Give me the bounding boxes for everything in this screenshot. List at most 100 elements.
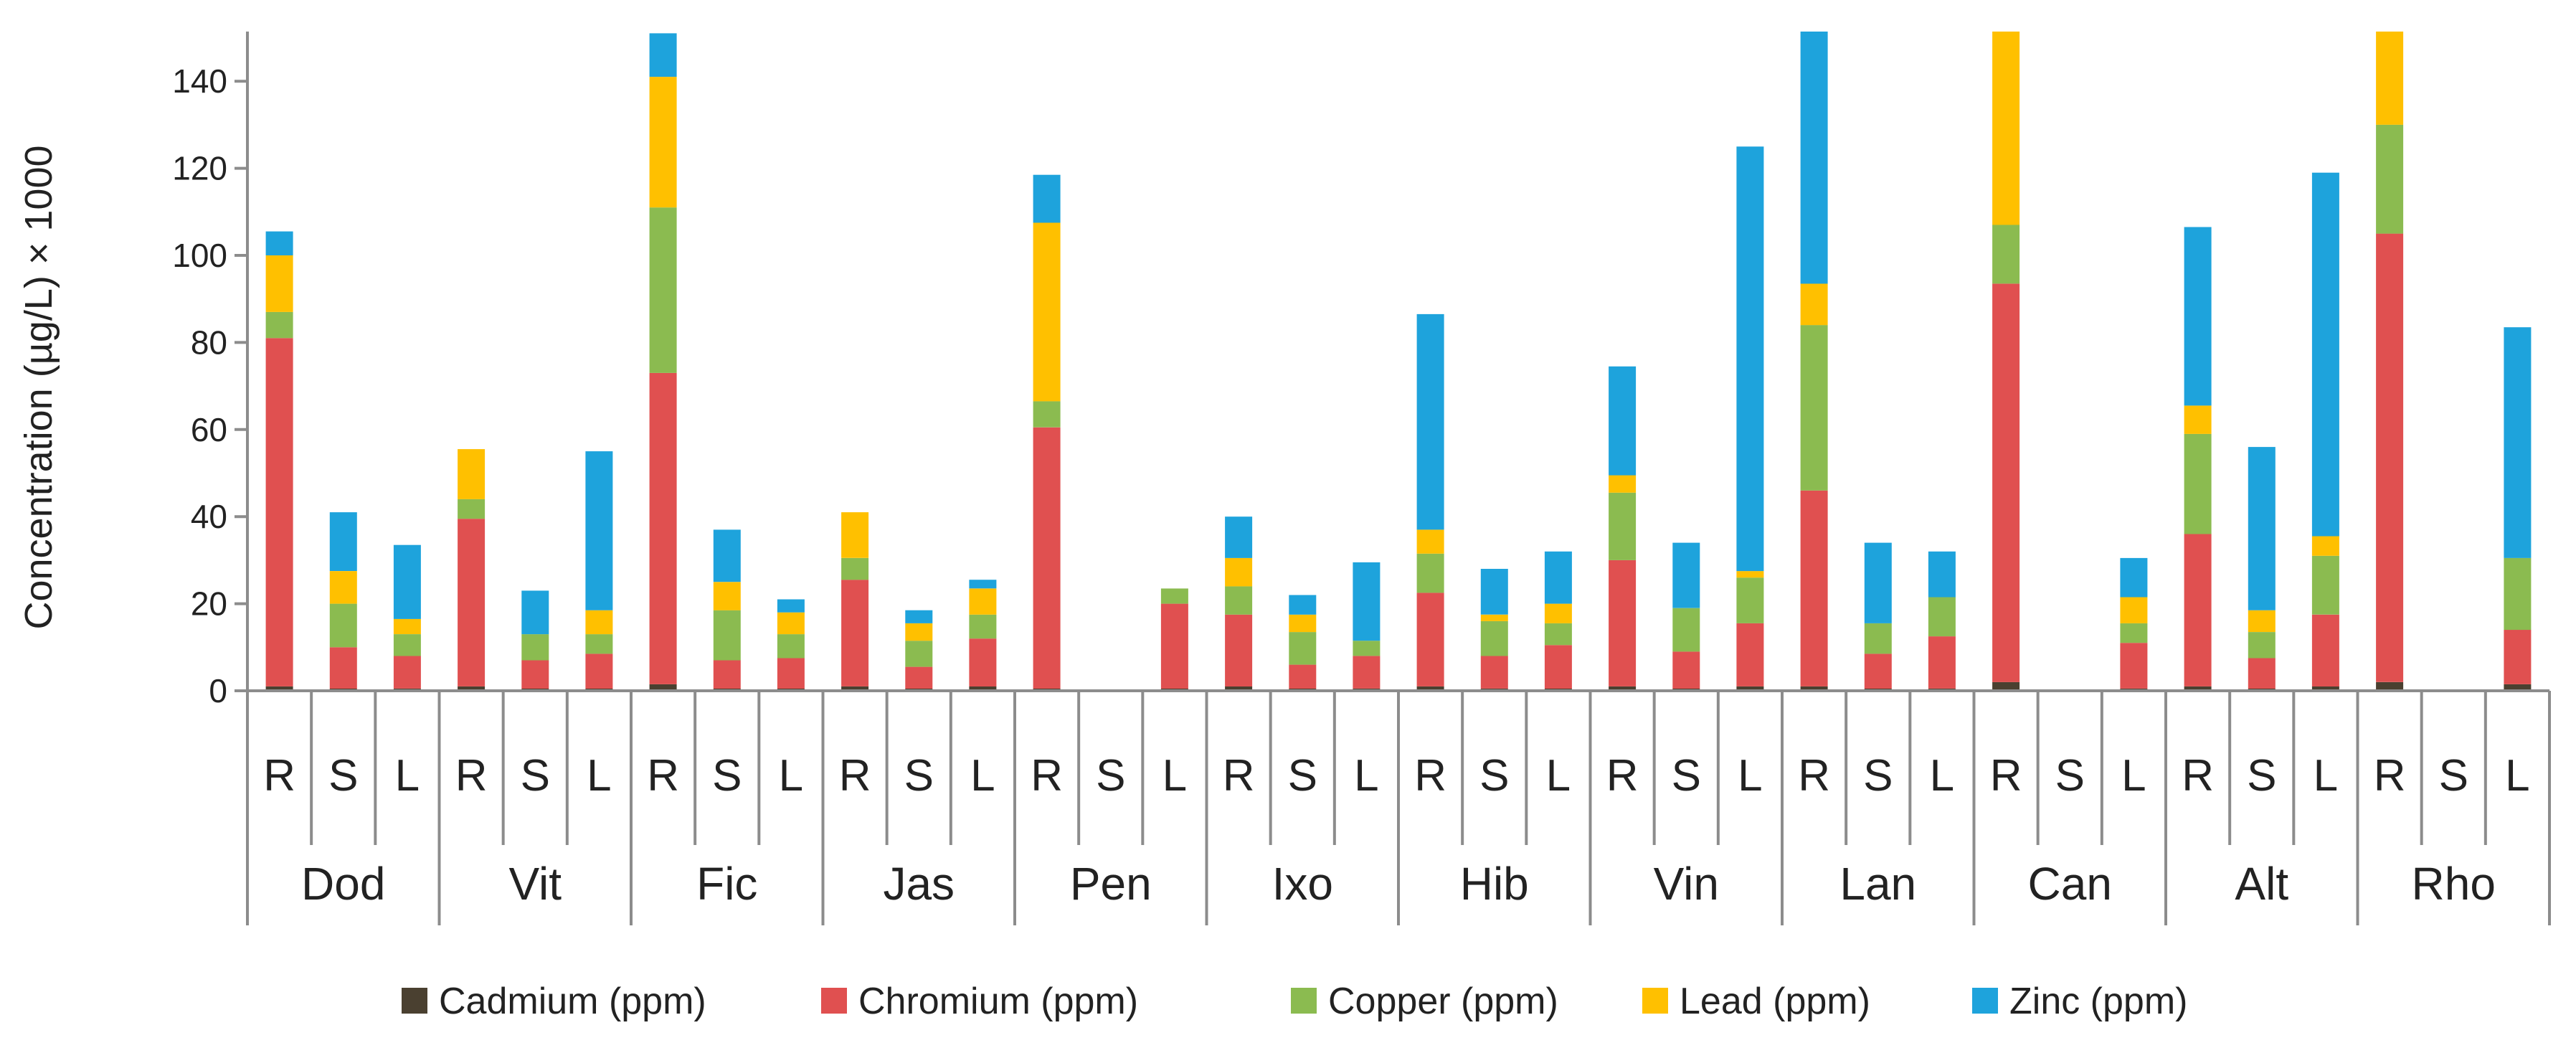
bar-segment-chromium-alt-l: [2311, 614, 2339, 686]
bar-segment-chromium-jas-s: [905, 666, 933, 689]
bar-segment-lead-rho-r: [2376, 32, 2404, 125]
bar-segment-chromium-fic-r: [649, 372, 677, 684]
bar-segment-copper-fic-s: [713, 610, 741, 661]
bar-segment-cadmium-vit-r: [458, 686, 486, 691]
y-tick-label: 140: [172, 62, 227, 100]
bar-segment-cadmium-lan-r: [1800, 686, 1828, 691]
bar-segment-chromium-vin-r: [1609, 560, 1637, 686]
bar-segment-cadmium-rho-r: [2376, 681, 2404, 691]
bar-segment-copper-fic-l: [777, 634, 805, 659]
sub-category-label: R: [263, 751, 295, 801]
bar-segment-zinc-dod-l: [393, 544, 421, 619]
group-label: Can: [2028, 858, 2112, 910]
bar-segment-chromium-dod-l: [393, 656, 421, 689]
sub-category-label: L: [1738, 751, 1762, 801]
bar-segment-cadmium-vin-r: [1609, 686, 1637, 691]
bar-segment-copper-hib-r: [1416, 553, 1444, 593]
bar-segment-lead-jas-s: [905, 623, 933, 641]
bar-segment-lead-alt-r: [2184, 405, 2212, 434]
bar-segment-zinc-hib-l: [1544, 551, 1572, 604]
sub-category-label: R: [1798, 751, 1830, 801]
bar-segment-chromium-vit-r: [458, 519, 486, 686]
bar-segment-zinc-hib-r: [1416, 313, 1444, 530]
sub-category-label: R: [1990, 751, 2022, 801]
sub-category-label: L: [2121, 751, 2146, 801]
bar-segment-cadmium-dod-r: [265, 686, 293, 691]
bar-segment-chromium-lan-s: [1864, 653, 1892, 689]
group-label: Vit: [508, 858, 562, 910]
bar-segment-copper-vit-s: [521, 634, 549, 661]
legend-swatch: [402, 988, 427, 1014]
bar-segment-chromium-lan-r: [1800, 490, 1828, 686]
legend-label: Cadmium (ppm): [439, 981, 706, 1022]
y-ticks: 0 20 40 60 80 100 120 140: [172, 62, 247, 709]
bar-segment-chromium-rho-l: [2504, 630, 2532, 684]
y-tick-label: 20: [191, 585, 227, 623]
bar-segment-copper-lan-r: [1800, 325, 1828, 491]
sub-category-label: S: [521, 751, 550, 801]
sub-category-label: L: [395, 751, 420, 801]
bar-segment-copper-can-r: [1992, 225, 2020, 284]
bar-segment-chromium-hib-s: [1480, 656, 1508, 689]
bar-segment-lead-can-r: [1992, 32, 2020, 225]
bar-segment-copper-jas-r: [841, 557, 869, 580]
sub-category-label: S: [712, 751, 742, 801]
bar-segment-copper-alt-r: [2184, 433, 2212, 534]
bar-segment-cadmium-hib-r: [1416, 686, 1444, 691]
legend-swatch: [1972, 988, 1998, 1014]
group-label: Ixo: [1272, 858, 1333, 910]
bar-segment-lead-can-l: [2120, 597, 2148, 623]
y-tick-label: 40: [191, 498, 227, 535]
bar-segment-cadmium-vin-l: [1736, 686, 1764, 691]
bar-segment-cadmium-alt-r: [2184, 686, 2212, 691]
bar-segment-copper-dod-l: [393, 634, 421, 656]
bar-segment-chromium-jas-l: [969, 638, 997, 686]
bar-segment-zinc-ixo-r: [1225, 516, 1253, 558]
bar-segment-lead-hib-s: [1480, 614, 1508, 621]
bar-segment-copper-pen-l: [1160, 588, 1188, 604]
sub-category-label: S: [1479, 751, 1509, 801]
bar-segment-chromium-rho-r: [2376, 233, 2404, 682]
bar-segment-copper-vit-l: [585, 634, 613, 654]
bar-segment-zinc-vit-s: [521, 590, 549, 635]
sub-category-label: R: [1031, 751, 1063, 801]
bar-segment-zinc-pen-r: [1033, 174, 1061, 223]
sub-category-label: S: [1096, 751, 1125, 801]
sub-category-label: R: [2374, 751, 2406, 801]
bar-segment-zinc-vit-l: [585, 451, 613, 610]
bar-segment-copper-fic-r: [649, 207, 677, 373]
bar-segment-zinc-rho-l: [2504, 327, 2532, 558]
bar-segment-lead-vin-l: [1736, 571, 1764, 578]
bar-segment-cadmium-can-r: [1992, 681, 2020, 691]
group-label: Dod: [301, 858, 385, 910]
y-axis-title: Concentration (µg/L) × 1000: [17, 145, 60, 629]
sub-category-label: L: [1162, 751, 1187, 801]
sub-category-label: R: [455, 751, 488, 801]
bar-segment-zinc-vin-r: [1609, 366, 1637, 476]
group-label: Jas: [883, 858, 955, 910]
bar-segment-chromium-pen-l: [1160, 603, 1188, 689]
bar-segment-cadmium-jas-r: [841, 686, 869, 691]
bar-segment-zinc-can-l: [2120, 557, 2148, 598]
group-label: Vin: [1654, 858, 1719, 910]
sub-category-label: L: [779, 751, 803, 801]
bars-layer: [265, 32, 2532, 691]
bar-segment-chromium-dod-r: [265, 338, 293, 686]
bar-segment-copper-pen-r: [1033, 401, 1061, 428]
sub-category-label: R: [647, 751, 679, 801]
sub-category-label: S: [2439, 751, 2468, 801]
bar-segment-lead-hib-r: [1416, 529, 1444, 554]
bar-segment-lead-vit-r: [458, 449, 486, 499]
bar-segment-copper-rho-r: [2376, 124, 2404, 234]
bar-segment-chromium-jas-r: [841, 580, 869, 686]
bar-segment-chromium-vit-l: [585, 653, 613, 689]
bar-segment-copper-ixo-s: [1289, 632, 1317, 665]
sub-category-label: L: [2505, 751, 2529, 801]
sub-category-label: R: [839, 751, 871, 801]
bar-segment-copper-jas-s: [905, 641, 933, 667]
sub-category-label: L: [1546, 751, 1571, 801]
bar-segment-chromium-ixo-l: [1353, 656, 1381, 689]
bar-segment-copper-vin-l: [1736, 577, 1764, 623]
